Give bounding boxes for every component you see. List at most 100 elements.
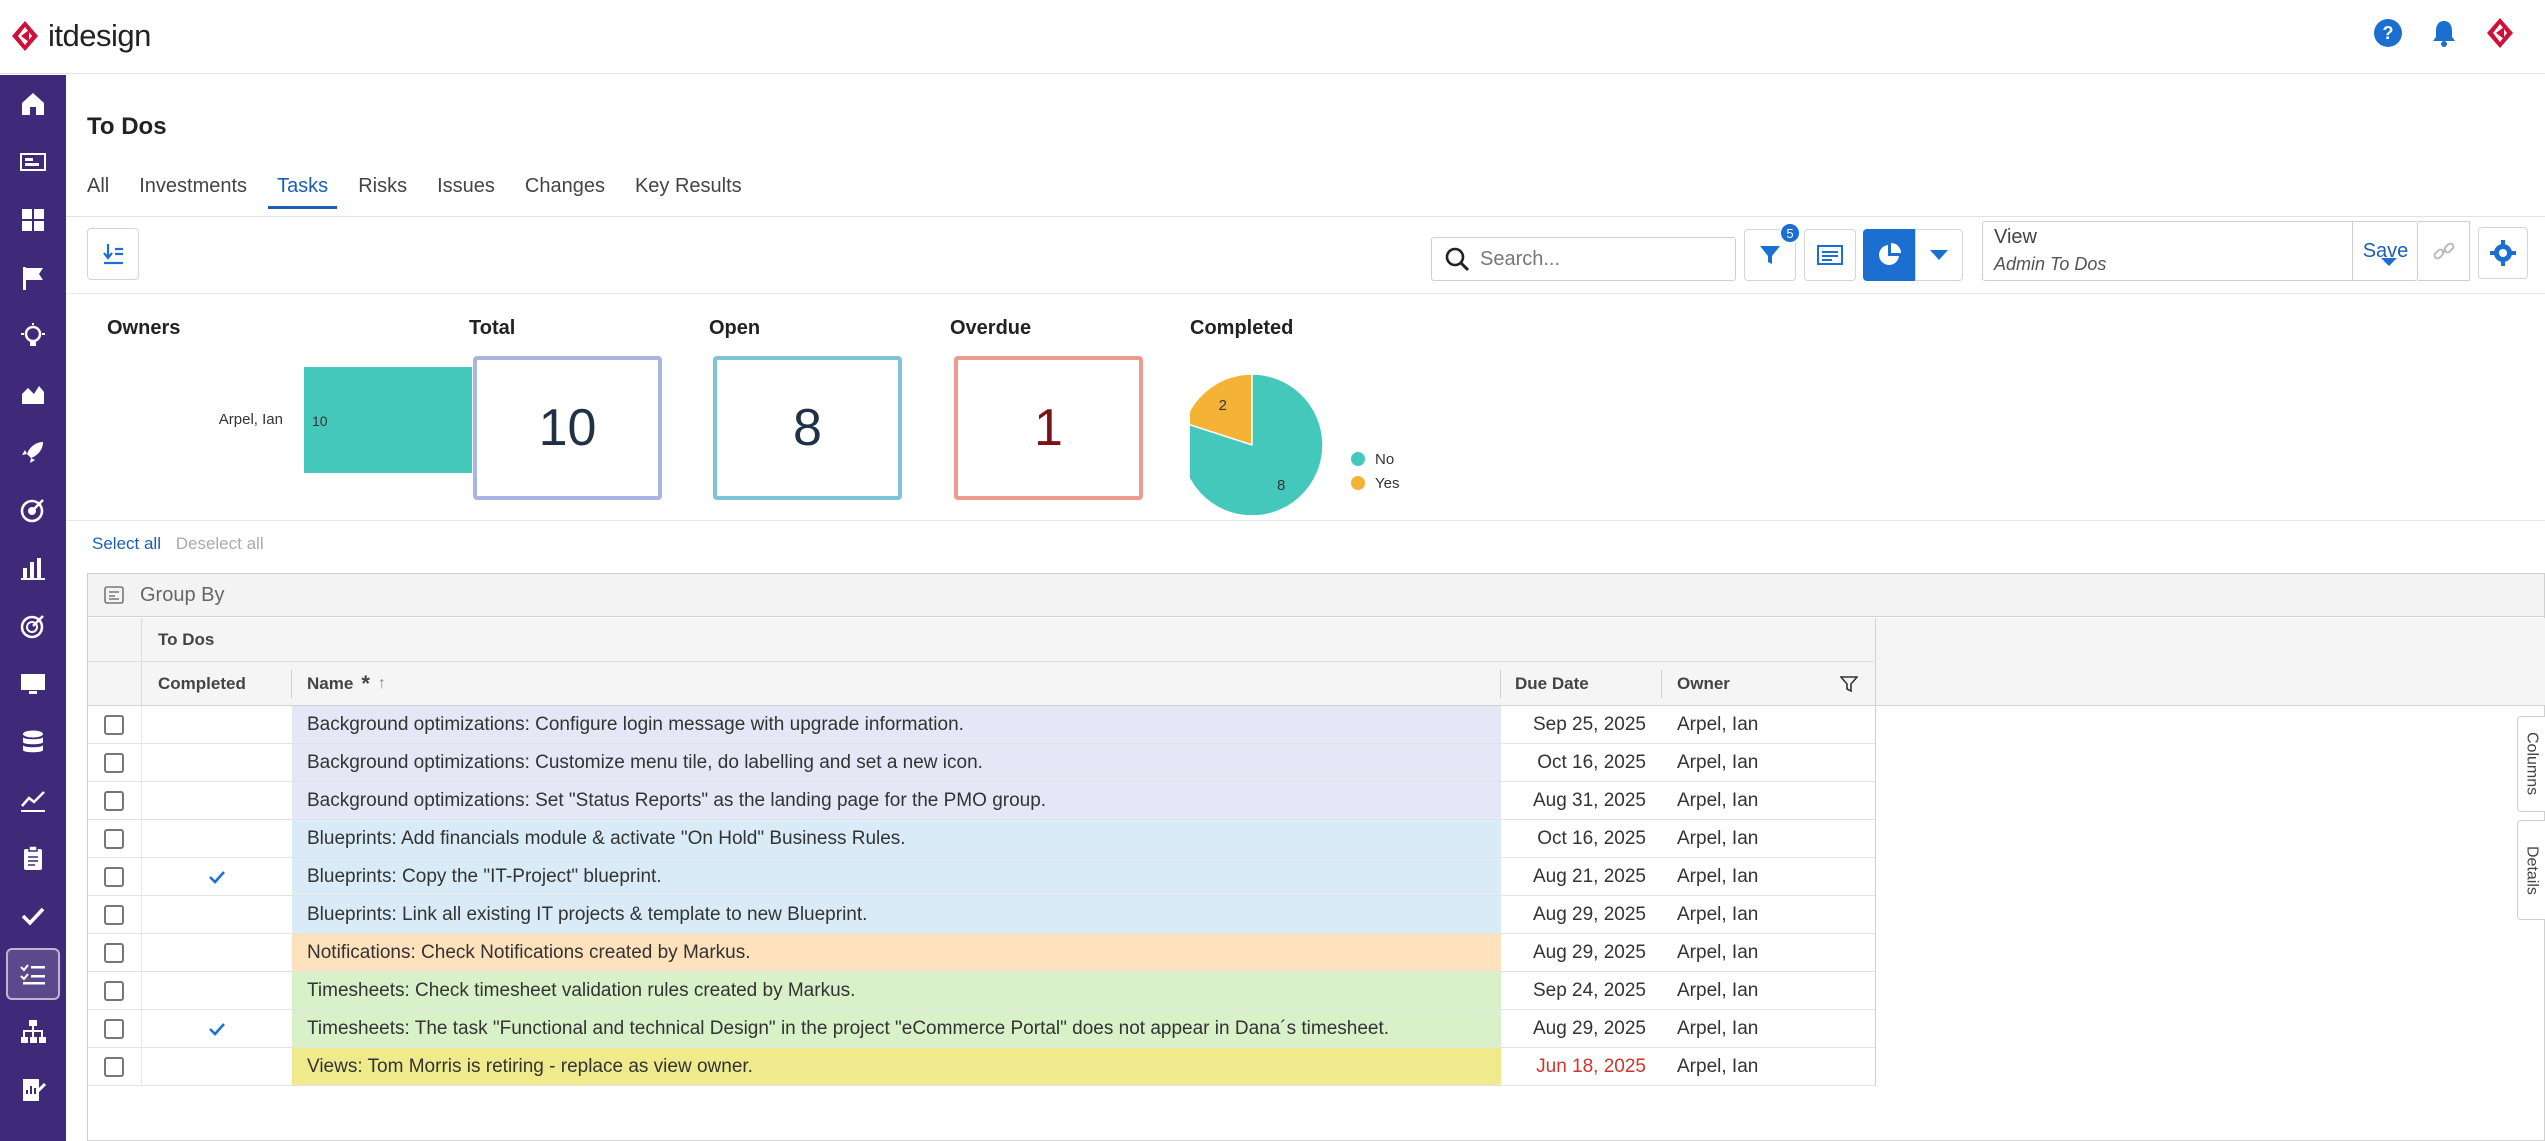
due-date-cell[interactable]: Sep 25, 2025 — [1501, 706, 1662, 743]
pie-slice-no[interactable] — [1190, 373, 1324, 515]
goal-icon[interactable] — [0, 597, 66, 655]
table-row[interactable]: Timesheets: The task "Functional and tec… — [88, 1010, 1876, 1048]
link-button[interactable] — [2418, 221, 2470, 281]
report-icon[interactable] — [0, 1061, 66, 1119]
owner-cell[interactable]: Arpel, Ian — [1662, 1048, 1876, 1085]
name-cell[interactable]: Timesheets: The task "Functional and tec… — [292, 1010, 1501, 1047]
target-icon[interactable] — [0, 481, 66, 539]
due-date-cell[interactable]: Oct 16, 2025 — [1501, 820, 1662, 857]
row-checkbox[interactable] — [104, 904, 124, 925]
name-cell[interactable]: Background optimizations: Customize menu… — [292, 744, 1501, 781]
help-icon[interactable]: ? — [2373, 18, 2403, 53]
search-input[interactable] — [1480, 247, 1720, 271]
table-row[interactable]: Blueprints: Link all existing IT project… — [88, 896, 1876, 934]
due-date-cell[interactable]: Aug 29, 2025 — [1501, 1010, 1662, 1047]
completed-cell[interactable] — [142, 1048, 292, 1085]
owner-cell[interactable]: Arpel, Ian — [1662, 782, 1876, 819]
completed-cell[interactable] — [142, 896, 292, 933]
settings-button[interactable] — [2478, 227, 2528, 279]
due-date-cell[interactable]: Aug 31, 2025 — [1501, 782, 1662, 819]
tab-investments[interactable]: Investments — [139, 175, 248, 197]
completed-cell[interactable] — [142, 1010, 292, 1047]
row-checkbox[interactable] — [104, 866, 124, 887]
area-chart-icon[interactable] — [0, 365, 66, 423]
table-row[interactable]: Background optimizations: Configure logi… — [88, 706, 1876, 744]
export-button[interactable] — [87, 228, 139, 280]
table-row[interactable]: Blueprints: Copy the "IT-Project" bluepr… — [88, 858, 1876, 896]
tab-key-results[interactable]: Key Results — [634, 175, 742, 197]
due-date-cell[interactable]: Oct 16, 2025 — [1501, 744, 1662, 781]
name-cell[interactable]: Views: Tom Morris is retiring - replace … — [292, 1048, 1501, 1085]
name-cell[interactable]: Background optimizations: Set "Status Re… — [292, 782, 1501, 819]
column-owner[interactable]: Owner — [1677, 674, 1730, 693]
tab-tasks[interactable]: Tasks — [268, 175, 338, 209]
pie-slice-yes[interactable] — [1190, 373, 1253, 447]
save-view-button[interactable]: Save — [2352, 221, 2418, 281]
chart-options-dropdown[interactable] — [1915, 229, 1963, 281]
view-selector[interactable]: View Admin To Dos — [1982, 221, 2418, 281]
name-cell[interactable]: Blueprints: Link all existing IT project… — [292, 896, 1501, 933]
bulb-icon[interactable] — [0, 307, 66, 365]
row-checkbox[interactable] — [104, 980, 124, 1001]
owner-bar[interactable] — [304, 367, 472, 473]
database-icon[interactable] — [0, 713, 66, 771]
due-date-cell[interactable]: Aug 21, 2025 — [1501, 858, 1662, 895]
row-checkbox[interactable] — [104, 1056, 124, 1077]
completed-cell[interactable] — [142, 934, 292, 971]
due-date-cell[interactable]: Aug 29, 2025 — [1501, 896, 1662, 933]
name-cell[interactable]: Blueprints: Add financials module & acti… — [292, 820, 1501, 857]
column-name[interactable]: Name * ↑ — [307, 662, 386, 706]
owner-cell[interactable]: Arpel, Ian — [1662, 820, 1876, 857]
tab-issues[interactable]: Issues — [437, 175, 495, 197]
owner-cell[interactable]: Arpel, Ian — [1662, 706, 1876, 743]
column-completed[interactable]: Completed — [158, 674, 246, 693]
owner-cell[interactable]: Arpel, Ian — [1662, 972, 1876, 1009]
completed-cell[interactable] — [142, 820, 292, 857]
row-checkbox[interactable] — [104, 714, 124, 735]
details-side-tab[interactable]: Details — [2517, 820, 2545, 920]
owner-cell[interactable]: Arpel, Ian — [1662, 744, 1876, 781]
table-row[interactable]: Notifications: Check Notifications creat… — [88, 934, 1876, 972]
tab-all[interactable]: All — [87, 175, 110, 197]
table-row[interactable]: Background optimizations: Customize menu… — [88, 744, 1876, 782]
brand-logo[interactable]: itdesign — [10, 18, 151, 54]
columns-side-tab[interactable]: Columns — [2517, 716, 2545, 812]
row-checkbox[interactable] — [104, 942, 124, 963]
tab-changes[interactable]: Changes — [524, 175, 605, 197]
line-chart-icon[interactable] — [0, 771, 66, 829]
home-icon[interactable] — [0, 75, 66, 133]
completed-cell[interactable] — [142, 744, 292, 781]
todo-list-icon[interactable] — [6, 948, 60, 1000]
chart-toggle-button[interactable] — [1863, 229, 1915, 281]
rocket-icon[interactable] — [0, 423, 66, 481]
select-all-link[interactable]: Select all — [92, 534, 161, 553]
check-icon[interactable] — [0, 887, 66, 945]
portfolio-icon[interactable] — [0, 133, 66, 191]
deselect-all-link[interactable]: Deselect all — [175, 534, 264, 553]
completed-cell[interactable] — [142, 972, 292, 1009]
owner-cell[interactable]: Arpel, Ian — [1662, 1010, 1876, 1047]
table-row[interactable]: Blueprints: Add financials module & acti… — [88, 820, 1876, 858]
completed-cell[interactable] — [142, 782, 292, 819]
card-view-button[interactable] — [1804, 229, 1856, 281]
row-checkbox[interactable] — [104, 1018, 124, 1039]
column-due-date[interactable]: Due Date — [1515, 674, 1589, 693]
hierarchy-icon[interactable] — [0, 1003, 66, 1061]
bell-icon[interactable] — [2429, 18, 2459, 53]
due-date-cell[interactable]: Jun 18, 2025 — [1501, 1048, 1662, 1085]
completed-cell[interactable] — [142, 706, 292, 743]
filter-button[interactable]: 5 — [1744, 222, 1801, 281]
flag-icon[interactable] — [0, 249, 66, 307]
monitor-icon[interactable] — [0, 655, 66, 713]
tab-risks[interactable]: Risks — [358, 175, 408, 197]
chevron-down-icon[interactable] — [2379, 256, 2399, 268]
due-date-cell[interactable]: Sep 24, 2025 — [1501, 972, 1662, 1009]
table-row[interactable]: Background optimizations: Set "Status Re… — [88, 782, 1876, 820]
owner-cell[interactable]: Arpel, Ian — [1662, 858, 1876, 895]
search-box[interactable] — [1431, 237, 1736, 281]
table-row[interactable]: Timesheets: Check timesheet validation r… — [88, 972, 1876, 1010]
name-cell[interactable]: Notifications: Check Notifications creat… — [292, 934, 1501, 971]
table-row[interactable]: Views: Tom Morris is retiring - replace … — [88, 1048, 1876, 1086]
group-by-bar[interactable]: Group By — [88, 574, 2544, 617]
owner-cell[interactable]: Arpel, Ian — [1662, 934, 1876, 971]
